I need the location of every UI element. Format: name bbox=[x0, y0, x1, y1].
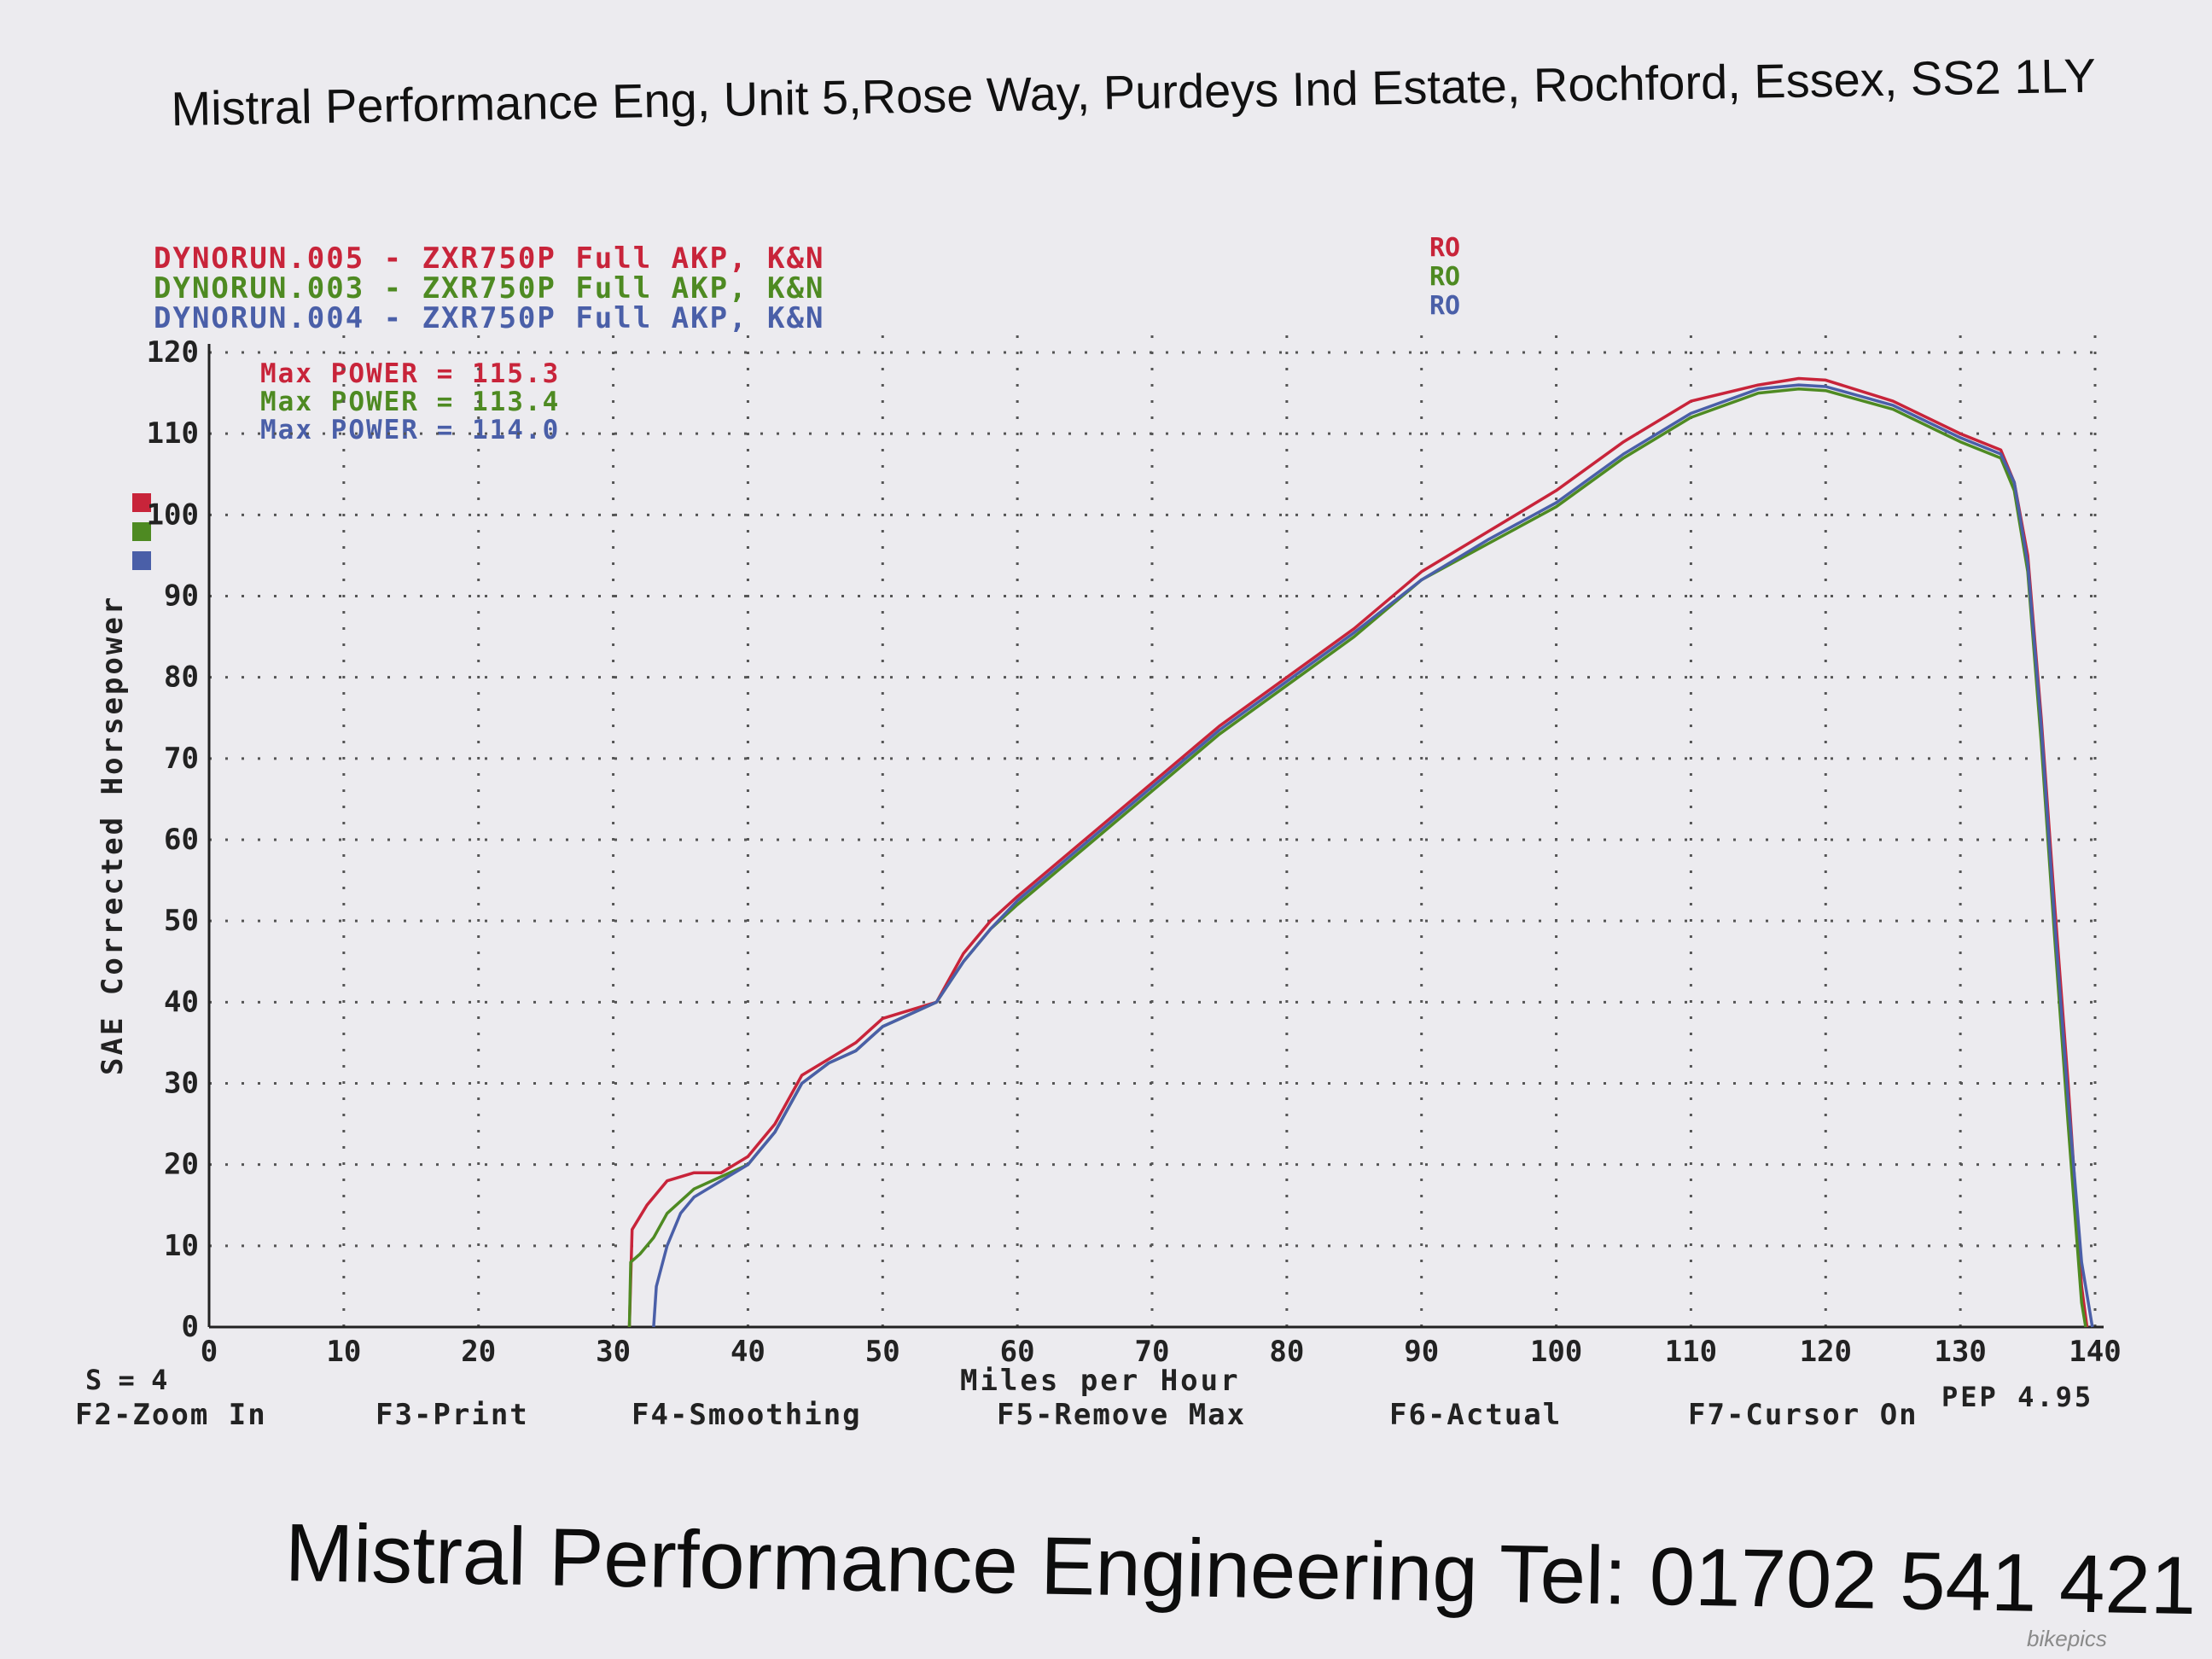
series-line-dynorun-005 bbox=[627, 376, 2089, 1328]
legend-ro-005: RO bbox=[1429, 233, 1461, 263]
legend-row-005: DYNORUN.005 - ZXR750P Full AKP, K&N bbox=[154, 242, 824, 276]
y-tick-label-30: 30 bbox=[164, 1067, 199, 1101]
legend-text-005: DYNORUN.005 - ZXR750P Full AKP, K&N bbox=[154, 242, 825, 276]
x-tick-label-70: 70 bbox=[1135, 1335, 1170, 1369]
pep-label: PEP 4.95 bbox=[1941, 1381, 2094, 1413]
fkey-remove-max[interactable]: F5-Remove Max bbox=[997, 1398, 1247, 1432]
y-tick-label-20: 20 bbox=[164, 1148, 199, 1182]
y-tick-label-40: 40 bbox=[164, 985, 199, 1019]
x-tick-label-110: 110 bbox=[1665, 1335, 1717, 1369]
x-tick-label-140: 140 bbox=[2069, 1335, 2121, 1369]
x-tick-label-0: 0 bbox=[201, 1335, 218, 1369]
x-tick-label-40: 40 bbox=[731, 1335, 765, 1369]
x-tick-label-120: 120 bbox=[1800, 1335, 1852, 1369]
chart-grid bbox=[209, 335, 2104, 1327]
legend-row-003: DYNORUN.003 - ZXR750P Full AKP, K&N bbox=[154, 271, 824, 306]
legend-ro-003: RO bbox=[1429, 262, 1461, 292]
x-tick-label-20: 20 bbox=[461, 1335, 496, 1369]
y-tick-label-50: 50 bbox=[164, 904, 199, 938]
legend-text-004: DYNORUN.004 - ZXR750P Full AKP, K&N bbox=[154, 301, 825, 335]
max-power-005: Max POWER = 115.3 bbox=[260, 358, 561, 389]
legend-row-004: DYNORUN.004 - ZXR750P Full AKP, K&N bbox=[154, 301, 824, 335]
swatch-red bbox=[132, 493, 151, 512]
max-power-004: Max POWER = 114.0 bbox=[260, 415, 561, 445]
x-axis-label: Miles per Hour bbox=[960, 1364, 1241, 1398]
swatch-blue bbox=[132, 551, 151, 570]
y-tick-label-100: 100 bbox=[147, 498, 199, 532]
swatch-green bbox=[132, 522, 151, 541]
x-tick-label-10: 10 bbox=[326, 1335, 361, 1369]
max-power-003: Max POWER = 113.4 bbox=[260, 387, 561, 417]
smoothing-label: S = 4 bbox=[85, 1364, 168, 1396]
y-tick-label-120: 120 bbox=[147, 335, 199, 370]
x-tick-label-90: 90 bbox=[1404, 1335, 1439, 1369]
x-tick-label-30: 30 bbox=[596, 1335, 631, 1369]
series-line-dynorun-004 bbox=[652, 383, 2094, 1328]
chart-series bbox=[627, 376, 2094, 1328]
fkey-print[interactable]: F3-Print bbox=[375, 1398, 529, 1432]
y-tick-label-0: 0 bbox=[182, 1310, 199, 1344]
y-tick-label-10: 10 bbox=[164, 1229, 199, 1263]
y-tick-label-110: 110 bbox=[147, 416, 199, 451]
fkey-smoothing[interactable]: F4-Smoothing bbox=[632, 1398, 862, 1432]
x-tick-label-80: 80 bbox=[1269, 1335, 1304, 1369]
fkey-actual[interactable]: F6-Actual bbox=[1389, 1398, 1563, 1432]
series-line-dynorun-003 bbox=[627, 387, 2087, 1328]
x-tick-label-100: 100 bbox=[1530, 1335, 1582, 1369]
y-tick-label-70: 70 bbox=[164, 742, 199, 776]
y-tick-label-80: 80 bbox=[164, 661, 199, 695]
legend-ro-004: RO bbox=[1429, 291, 1461, 321]
y-tick-label-60: 60 bbox=[164, 823, 199, 857]
chart-ticks: 0 10 20 30 40 50 60 70 80 90 100 110 120 130 140 0 10 20 3… bbox=[147, 335, 2122, 1369]
fkey-zoom-in[interactable]: F2-Zoom In bbox=[75, 1398, 267, 1432]
y-tick-label-90: 90 bbox=[164, 579, 199, 614]
chart-axes bbox=[207, 344, 2104, 1329]
x-tick-label-130: 130 bbox=[1934, 1335, 1986, 1369]
watermark: bikepics bbox=[2027, 1626, 2107, 1651]
x-tick-label-50: 50 bbox=[865, 1335, 900, 1369]
legend-text-003: DYNORUN.003 - ZXR750P Full AKP, K&N bbox=[154, 271, 825, 306]
x-tick-label-60: 60 bbox=[1000, 1335, 1035, 1369]
fkey-cursor-on[interactable]: F7-Cursor On bbox=[1688, 1398, 1918, 1432]
